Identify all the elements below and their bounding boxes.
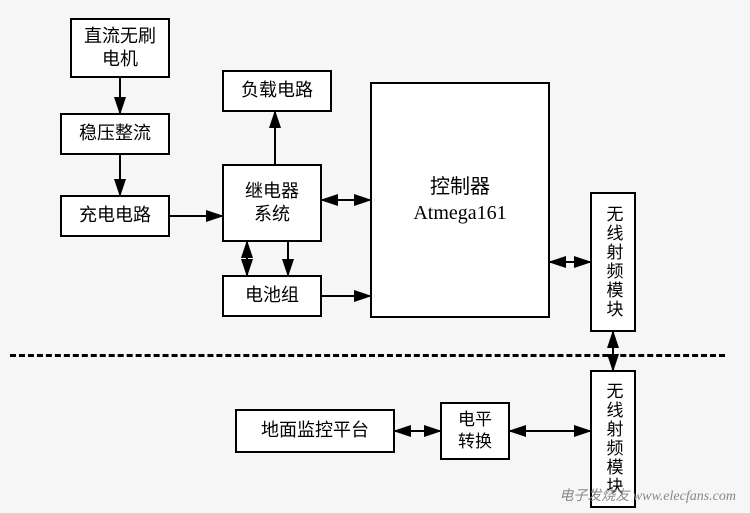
label: 地面监控平台 [261, 419, 369, 442]
label: 控制器Atmega161 [413, 174, 506, 226]
divider-line [10, 354, 725, 357]
label: 继电器系统 [245, 180, 299, 227]
label: 电平转换 [458, 409, 492, 453]
node-level: 电平转换 [440, 402, 510, 460]
label: 稳压整流 [79, 122, 151, 145]
node-motor: 直流无刷电机 [70, 18, 170, 78]
label: 无线射频模块 [601, 205, 626, 319]
node-controller: 控制器Atmega161 [370, 82, 550, 318]
node-battery: 电池组 [222, 275, 322, 317]
label: 充电电路 [79, 204, 151, 227]
watermark-text: 电子发烧友 www.elecfans.com [559, 485, 736, 505]
label: 直流无刷电机 [84, 25, 156, 72]
label: 电池组 [245, 284, 299, 307]
node-charger: 充电电路 [60, 195, 170, 237]
label: 负载电路 [241, 79, 313, 102]
node-relay: 继电器系统 [222, 164, 322, 242]
label: 无线射频模块 [601, 382, 626, 496]
node-ground: 地面监控平台 [235, 409, 395, 453]
node-load: 负载电路 [222, 70, 332, 112]
node-rf-top: 无线射频模块 [590, 192, 636, 332]
node-rectifier: 稳压整流 [60, 113, 170, 155]
